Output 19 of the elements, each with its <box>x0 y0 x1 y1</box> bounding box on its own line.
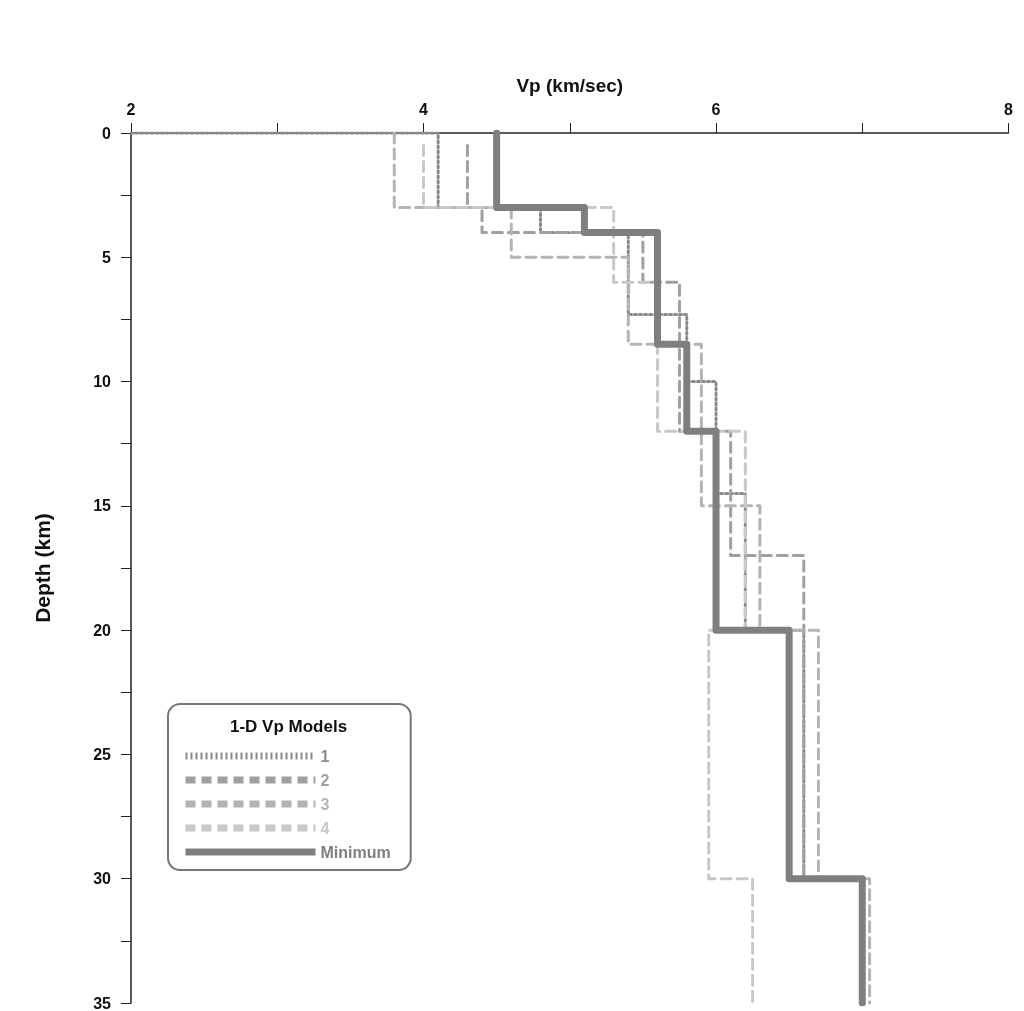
text: 2 <box>320 771 330 789</box>
legend-title: 1-D Vp Models <box>230 717 348 736</box>
y-tick-label: 35 <box>93 994 112 1011</box>
y-tick-label: 30 <box>93 870 112 888</box>
y-tick-label: 20 <box>93 621 112 639</box>
y-tick-label: 10 <box>93 373 112 391</box>
y-axis-title: Depth (km) <box>31 513 54 623</box>
y-tick-label: 5 <box>102 248 112 266</box>
text: 3 <box>320 795 330 813</box>
text: Minimum <box>320 843 391 861</box>
x-tick-label: 6 <box>711 100 721 118</box>
x-tick-label: 8 <box>1004 100 1014 118</box>
y-tick-label: 15 <box>93 497 112 515</box>
y-tick-label: 0 <box>102 124 112 142</box>
x-axis-title: Vp (km/sec) <box>516 75 624 96</box>
x-tick-label: 2 <box>126 100 136 118</box>
y-tick-label: 25 <box>93 745 112 763</box>
x-tick-label: 4 <box>419 100 429 118</box>
text: 1 <box>320 747 330 765</box>
